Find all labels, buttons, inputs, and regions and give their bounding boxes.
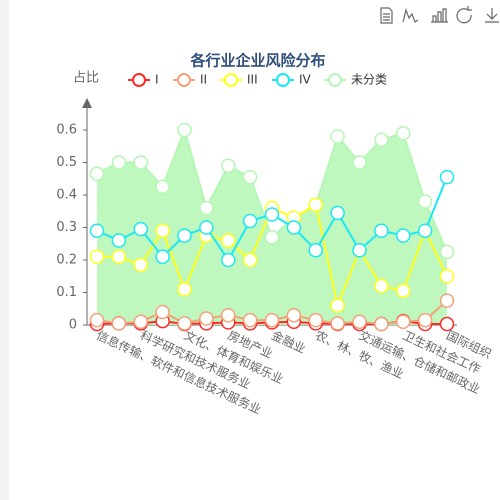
point [133,155,148,170]
side-strip [0,0,9,500]
point [374,278,389,294]
point [264,230,280,245]
point [221,158,236,173]
area [97,130,447,325]
y-tick-label: 0 [69,318,77,333]
point [396,228,411,243]
point [155,249,170,264]
point [133,221,148,237]
tool-bar[interactable] [431,8,448,23]
tool-save[interactable] [485,8,499,23]
tool-line[interactable] [402,7,419,23]
legend-label: IV [299,73,312,87]
point [133,257,148,273]
point [439,316,455,332]
tool-restore[interactable] [456,6,472,24]
point [417,312,433,328]
legend-marker [328,73,342,87]
tool-data-view[interactable] [380,7,393,24]
point [264,312,280,328]
point [111,316,127,331]
point [308,312,323,328]
y-tick-label: 0.1 [56,285,77,300]
point [330,298,345,313]
chart-title: 各行业企业风险分布 [189,52,325,70]
point [242,252,258,268]
y-axis-arrow [82,98,92,108]
y-tick-label: 0.3 [56,220,77,235]
point [374,316,389,332]
point [89,223,105,238]
x-tick-label: 金融业 [269,327,308,356]
point [177,282,192,297]
point [221,252,236,268]
point [155,223,170,238]
point [396,126,411,141]
legend-marker [177,73,191,87]
point [439,244,455,260]
point [89,249,105,264]
point [242,169,258,185]
point [308,197,323,212]
point [89,312,105,328]
point [439,169,455,185]
point [177,122,192,138]
point [417,194,433,209]
point [264,207,280,222]
legend-label: 未分类 [351,73,387,87]
point [111,249,127,264]
y-tick-label: 0.5 [56,155,77,170]
y-tick-label: 0.6 [56,123,77,138]
point [177,316,192,331]
point [199,220,214,235]
point [155,304,170,320]
point [330,316,345,331]
point [396,314,411,329]
legend-label: I [155,73,159,87]
point [199,200,214,216]
point [242,312,258,328]
y-axis-title: 占比 [73,71,99,86]
point [221,308,236,323]
point [177,228,192,243]
point [89,166,105,182]
point [439,293,455,308]
point [374,132,389,147]
point [352,155,367,170]
point [308,243,323,258]
point [221,233,236,248]
point [286,220,302,235]
point [111,155,127,170]
point [133,314,148,329]
point [330,129,345,144]
point [396,283,411,299]
legend-marker [132,73,146,87]
legend-label: II [200,73,207,87]
legend-label: III [247,73,258,87]
legend-marker [224,73,238,87]
point [352,314,367,329]
point [155,179,170,195]
toolbox[interactable] [380,6,499,24]
point [330,205,345,221]
legend-marker [276,73,290,87]
point [111,233,127,248]
point [199,311,214,326]
y-tick-label: 0.4 [56,188,77,203]
point [286,308,302,323]
point [352,243,367,258]
point [439,269,455,284]
point [374,223,389,238]
y-tick-label: 0.2 [56,253,77,268]
point [242,213,258,229]
point [417,223,433,238]
